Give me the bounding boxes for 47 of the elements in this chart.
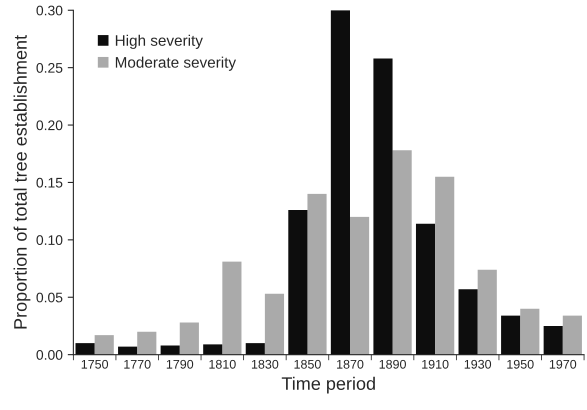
y-axis-title: Proportion of total tree establishment xyxy=(14,35,30,328)
bar xyxy=(520,308,540,355)
x-tick-label: 1890 xyxy=(380,360,406,369)
bar xyxy=(544,326,563,355)
bar xyxy=(160,345,180,355)
bar xyxy=(180,322,199,355)
bar xyxy=(435,176,454,355)
y-tick-label: 0.30 xyxy=(36,6,62,16)
legend-label: Moderate severity xyxy=(116,56,236,71)
bar xyxy=(458,289,478,355)
x-tick-label: 1970 xyxy=(550,360,576,369)
bar xyxy=(501,316,520,355)
x-tick-label: 1950 xyxy=(507,360,534,369)
y-tick-label: 0.20 xyxy=(36,120,62,130)
x-tick-label: 1910 xyxy=(422,360,449,369)
bar xyxy=(416,224,436,355)
x-tick-label: 1930 xyxy=(464,360,492,369)
y-tick-label: 0.10 xyxy=(36,235,62,246)
bar xyxy=(94,335,114,355)
y-tick-label: 0.00 xyxy=(36,350,62,360)
bar xyxy=(222,262,242,355)
bar xyxy=(118,346,138,355)
bar xyxy=(307,194,327,355)
x-tick-label: 1750 xyxy=(82,360,108,369)
y-tick-label: 0.25 xyxy=(36,62,62,73)
bar xyxy=(76,343,95,355)
bar xyxy=(288,210,308,355)
legend-label: High severity xyxy=(116,34,203,49)
bar xyxy=(246,343,265,355)
x-tick-label: 1830 xyxy=(252,360,278,369)
y-tick-label: 0.05 xyxy=(36,292,62,302)
bar xyxy=(562,316,582,355)
bar xyxy=(392,150,412,355)
bar xyxy=(373,58,393,355)
x-tick-label: 1850 xyxy=(294,360,321,369)
bar xyxy=(478,270,497,355)
bar xyxy=(330,10,350,355)
bar xyxy=(203,344,222,355)
x-tick-label: 1790 xyxy=(166,360,194,369)
bar xyxy=(264,294,284,355)
bar xyxy=(137,332,156,355)
x-tick-label: 1810 xyxy=(209,360,236,369)
y-tick-label: 0.15 xyxy=(36,178,62,188)
x-tick-label: 1770 xyxy=(124,360,151,369)
x-axis-title: Time period xyxy=(282,376,375,394)
x-tick-label: 1870 xyxy=(337,360,364,369)
bar xyxy=(350,216,370,355)
